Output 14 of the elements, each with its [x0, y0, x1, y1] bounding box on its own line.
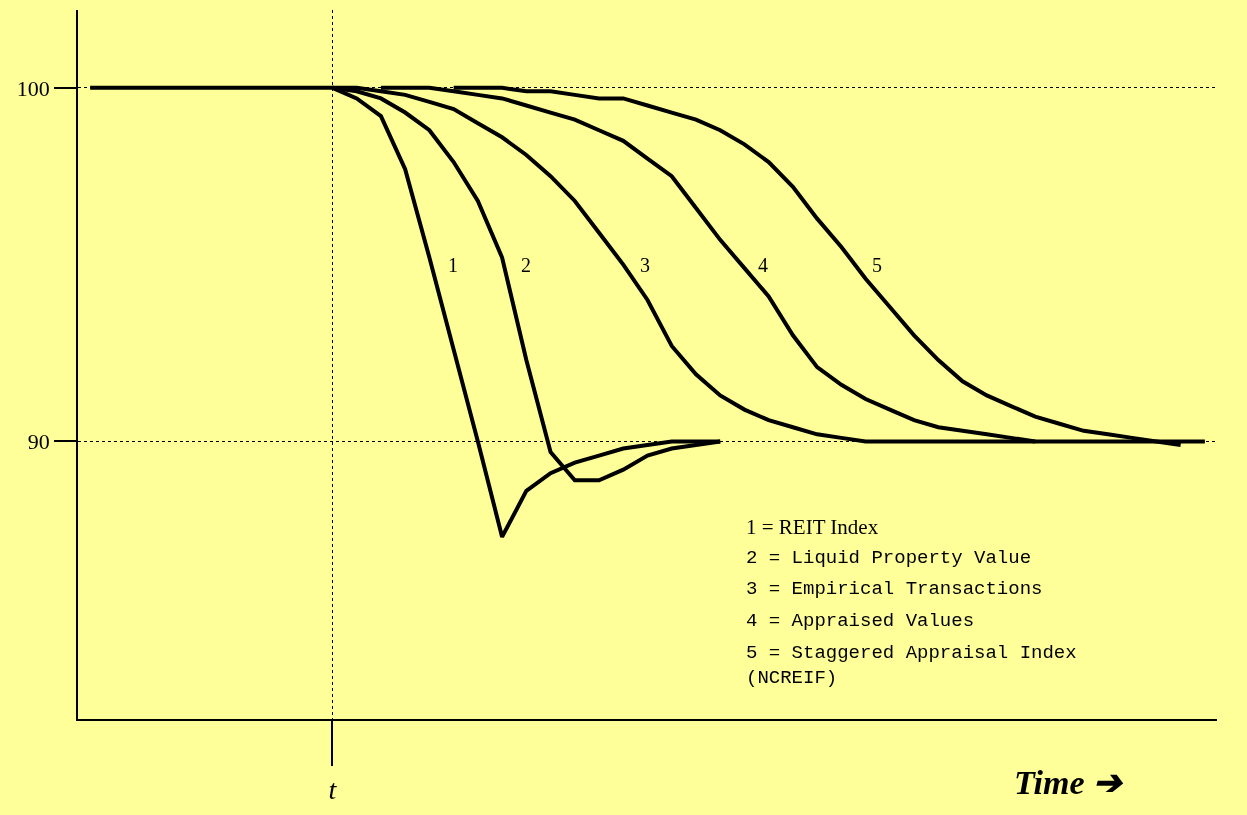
annotation: 4 = Appraised Values — [746, 610, 975, 632]
y-tick-label: 90 — [27, 429, 50, 455]
x-tick-label: t — [328, 774, 338, 806]
y-tick-label: 100 — [16, 75, 50, 101]
series-label: 1 — [448, 254, 458, 276]
series-label: 2 — [521, 254, 531, 276]
series-label: 5 — [872, 254, 882, 276]
x-axis-title: Time ➔ — [1014, 764, 1124, 801]
annotation: 1 = REIT Index — [746, 515, 879, 539]
annotation: 3 = Empirical Transactions — [746, 578, 1043, 600]
annotation: 5 = Staggered Appraisal Index (NCREIF) — [746, 642, 1077, 689]
series-label: 3 — [640, 254, 650, 276]
series-label: 4 — [758, 254, 768, 276]
annotation: 2 = Liquid Property Value — [746, 547, 1032, 569]
